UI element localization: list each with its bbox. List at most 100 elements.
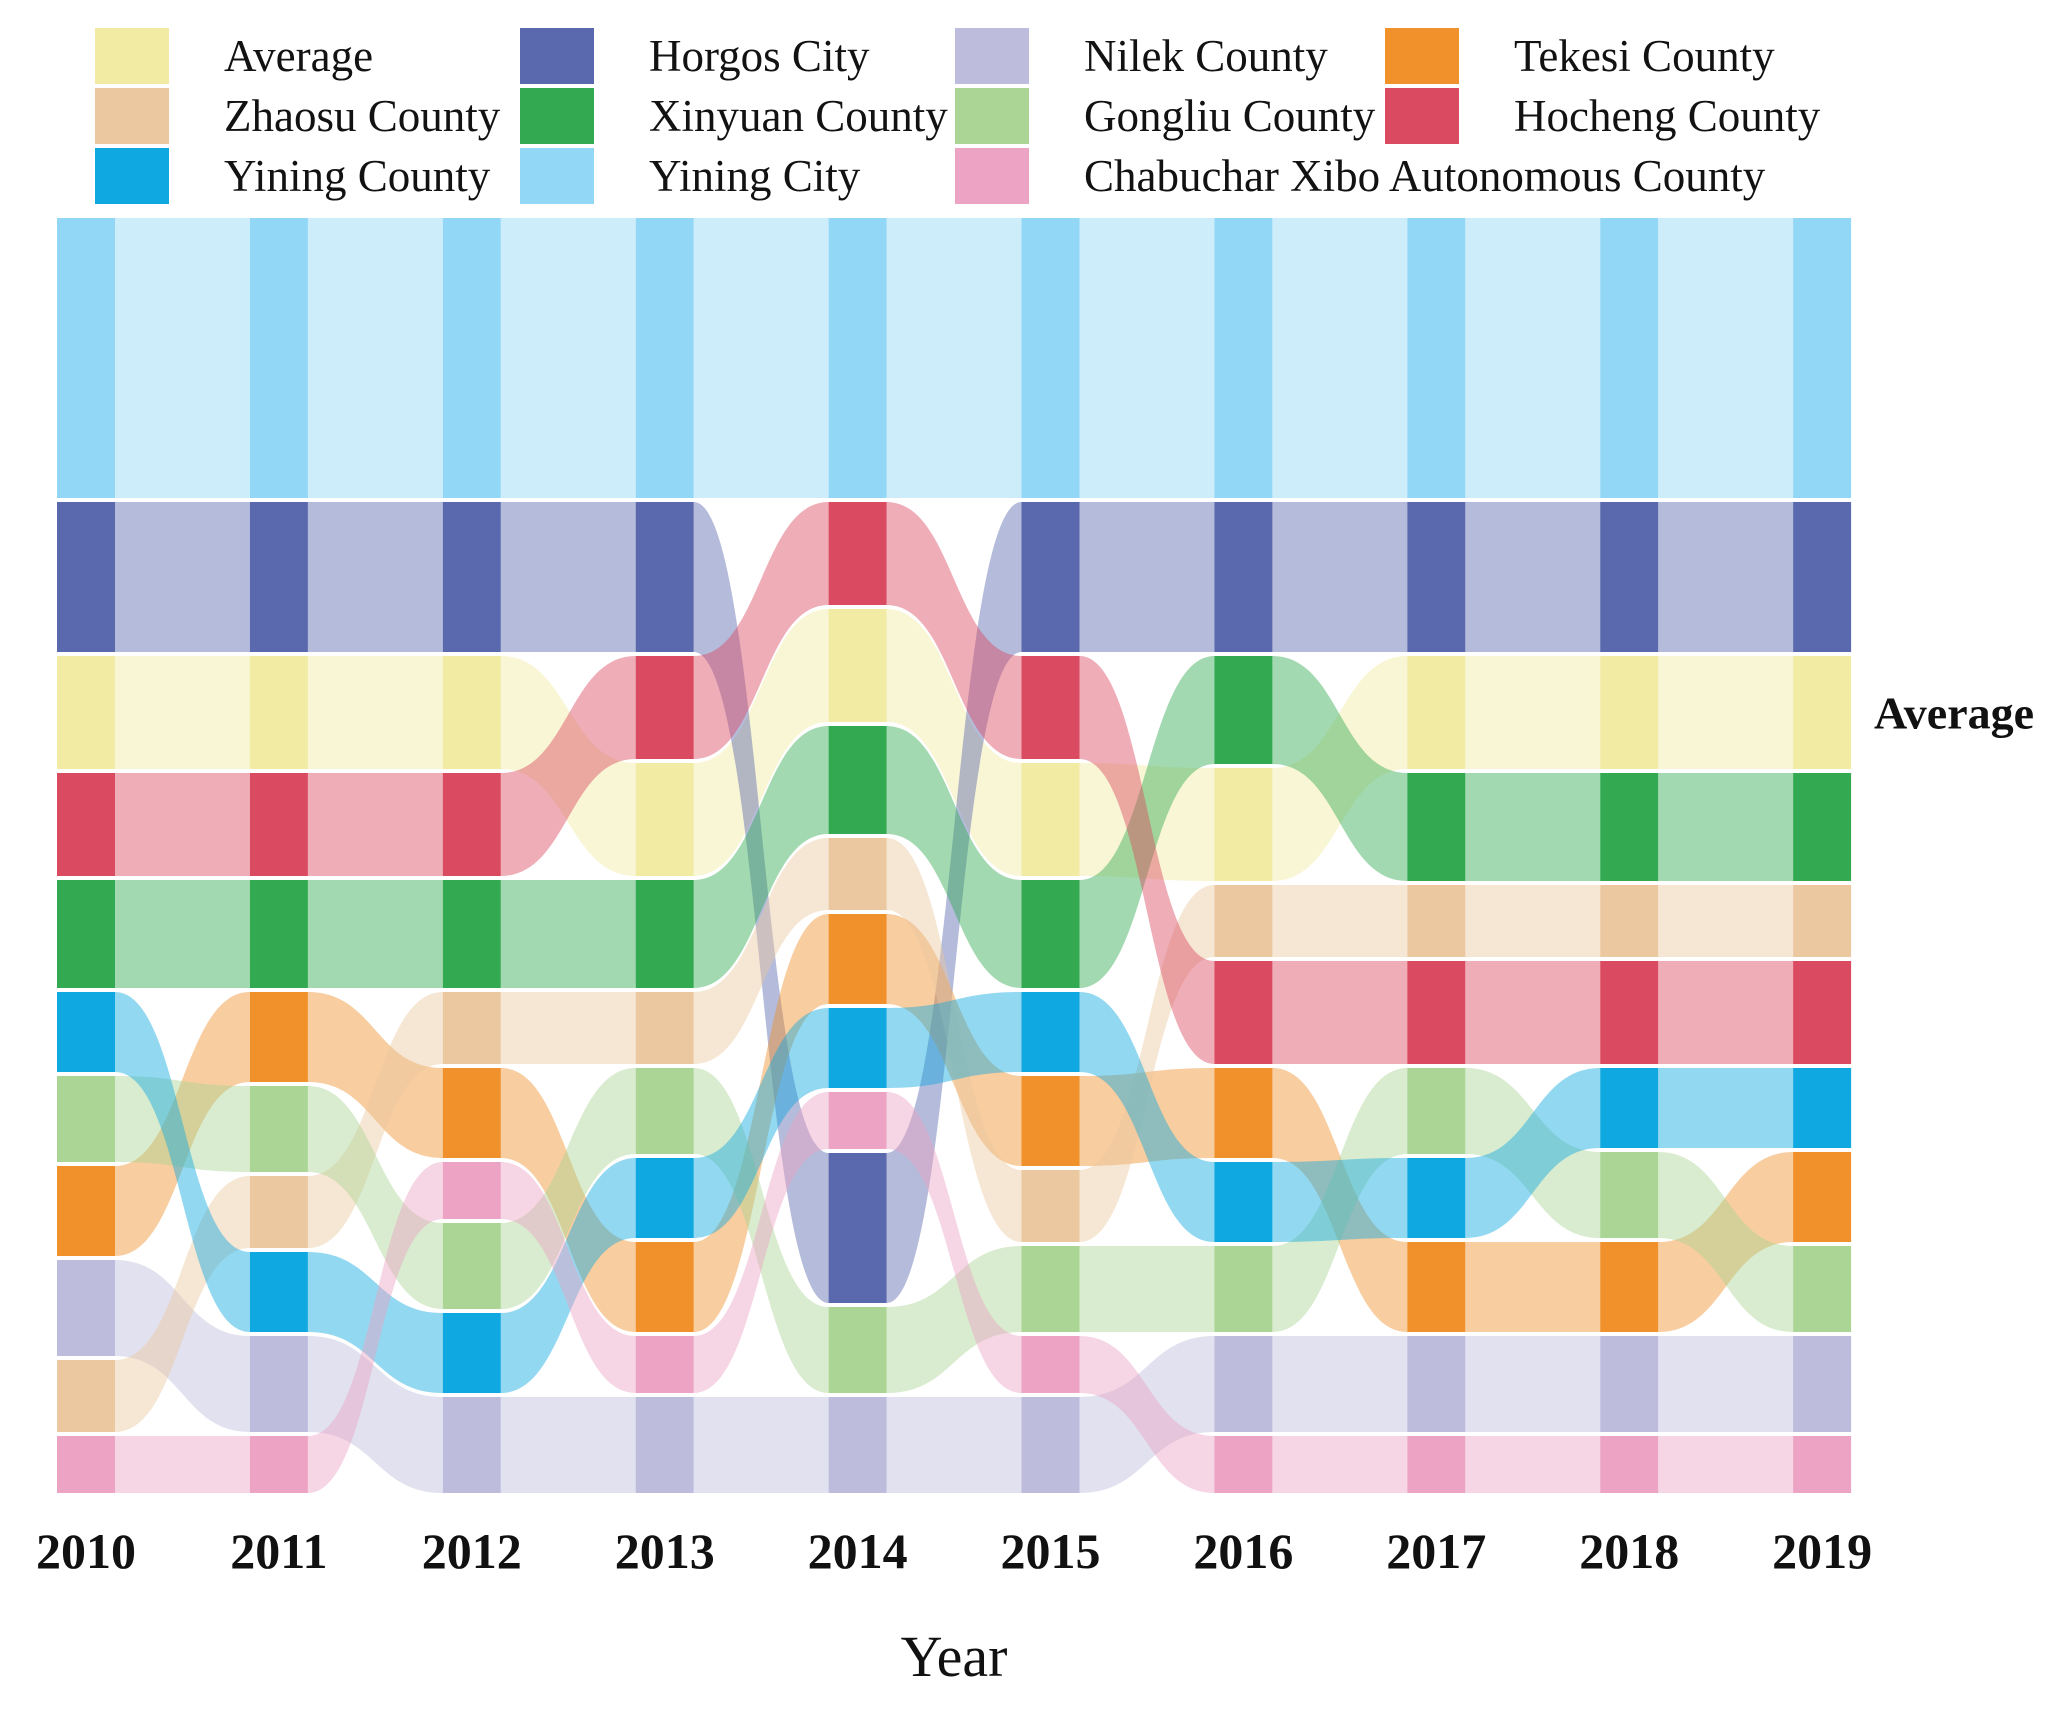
node-2013-nilek-county — [635, 1397, 694, 1493]
ribbon-tekesi-county-2011 — [307, 992, 443, 1158]
node-2015-zhaosu-county — [1021, 1170, 1080, 1242]
node-2012-tekesi-county — [442, 1068, 501, 1158]
ribbon-yining-county-2016 — [1272, 1158, 1408, 1242]
ribbon-xinyuan-county-2012 — [500, 880, 636, 988]
ribbon-hocheng-county-2015 — [1079, 656, 1215, 1064]
legend-item-average: Average — [95, 28, 373, 84]
ribbon-nilek-county-2014 — [886, 1397, 1022, 1493]
right-average-label: Average — [1874, 688, 2034, 739]
node-2012-xinyuan-county — [442, 880, 501, 988]
node-2017-gongliu-county — [1407, 1068, 1466, 1154]
node-2010-zhaosu-county — [57, 1360, 115, 1432]
ribbon-yining-city-2010 — [115, 218, 250, 498]
node-2010-yining-city — [57, 218, 115, 498]
ribbon-tekesi-county-2016 — [1272, 1068, 1408, 1332]
x-tick-label-2016: 2016 — [1193, 1523, 1293, 1579]
ribbon-xinyuan-county-2011 — [307, 880, 443, 988]
x-tick-label-2019: 2019 — [1772, 1523, 1872, 1579]
node-2017-tekesi-county — [1407, 1242, 1466, 1332]
ribbon-xinyuan-county-2014 — [886, 726, 1022, 988]
node-2018-hocheng-county — [1600, 961, 1659, 1064]
node-2012-chabuchar-xibo-autonomous-county — [442, 1162, 501, 1219]
node-2014-tekesi-county — [828, 914, 887, 1004]
node-2016-nilek-county — [1214, 1336, 1273, 1432]
node-2019-horgos-city — [1793, 502, 1852, 652]
node-2011-tekesi-county — [249, 992, 308, 1082]
node-2014-hocheng-county — [828, 502, 887, 605]
node-2013-chabuchar-xibo-autonomous-county — [635, 1336, 694, 1393]
ribbon-tekesi-county-2010 — [115, 992, 250, 1256]
node-2015-nilek-county — [1021, 1397, 1080, 1493]
legend-label-yining-city: Yining City — [649, 151, 861, 201]
node-2012-nilek-county — [442, 1397, 501, 1493]
legend-swatch-gongliu-county — [955, 88, 1029, 144]
ribbon-gongliu-county-2012 — [500, 1068, 636, 1309]
legend-item-gongliu-county: Gongliu County — [955, 88, 1375, 144]
node-2011-xinyuan-county — [249, 880, 308, 988]
ribbon-average-2011 — [307, 656, 443, 769]
ribbon-average-2015 — [1079, 763, 1215, 881]
legend-item-chabuchar-xibo-autonomous-county: Chabuchar Xibo Autonomous County — [955, 148, 1765, 204]
ribbon-horgos-city-2013 — [693, 502, 829, 1303]
ribbon-gongliu-county-2015 — [1079, 1246, 1215, 1332]
legend-label-hocheng-county: Hocheng County — [1514, 91, 1821, 141]
node-2011-zhaosu-county — [249, 1176, 308, 1248]
legend-swatch-yining-city — [520, 148, 594, 204]
node-2012-yining-county — [442, 1313, 501, 1393]
ribbon-zhaosu-county-2013 — [693, 838, 829, 1064]
node-2019-yining-city — [1793, 218, 1852, 498]
node-2018-horgos-city — [1600, 502, 1659, 652]
legend-swatch-yining-county — [95, 148, 169, 204]
node-2014-nilek-county — [828, 1397, 887, 1493]
legend-label-gongliu-county: Gongliu County — [1084, 91, 1376, 141]
ribbon-horgos-city-2010 — [115, 502, 250, 652]
ribbon-xinyuan-county-2016 — [1272, 656, 1408, 881]
legend-swatch-chabuchar-xibo-autonomous-county — [955, 148, 1029, 204]
ribbon-chabuchar-xibo-autonomous-county-2010 — [115, 1436, 250, 1493]
x-tick-label-2018: 2018 — [1579, 1523, 1679, 1579]
ribbon-zhaosu-county-2018 — [1658, 885, 1794, 957]
node-2018-zhaosu-county — [1600, 885, 1659, 957]
ribbon-horgos-city-2017 — [1465, 502, 1601, 652]
ribbon-tekesi-county-2018 — [1658, 1152, 1794, 1332]
x-tick-label-2017: 2017 — [1386, 1523, 1486, 1579]
ribbon-yining-county-2014 — [886, 992, 1022, 1088]
node-2018-tekesi-county — [1600, 1242, 1659, 1332]
node-2016-zhaosu-county — [1214, 885, 1273, 957]
node-2014-yining-city — [828, 218, 887, 498]
ribbon-nilek-county-2016 — [1272, 1336, 1408, 1432]
legend-label-average: Average — [224, 31, 374, 81]
node-2016-tekesi-county — [1214, 1068, 1273, 1158]
ribbon-yining-city-2011 — [307, 218, 443, 498]
ribbon-tekesi-county-2017 — [1465, 1242, 1601, 1332]
ribbon-nilek-county-2015 — [1079, 1336, 1215, 1493]
node-2015-tekesi-county — [1021, 1076, 1080, 1166]
node-2016-chabuchar-xibo-autonomous-county — [1214, 1436, 1273, 1493]
ribbon-average-2014 — [886, 609, 1022, 876]
node-2015-average — [1021, 763, 1080, 876]
legend-swatch-xinyuan-county — [520, 88, 594, 144]
ribbon-average-2010 — [115, 656, 250, 769]
node-2018-chabuchar-xibo-autonomous-county — [1600, 1436, 1659, 1493]
x-tick-label-2011: 2011 — [230, 1523, 327, 1579]
x-tick-label-2010: 2010 — [36, 1523, 136, 1579]
node-2012-zhaosu-county — [442, 992, 501, 1064]
ribbon-zhaosu-county-2012 — [500, 992, 636, 1064]
ribbon-xinyuan-county-2013 — [693, 726, 829, 988]
legend-item-xinyuan-county: Xinyuan County — [520, 88, 948, 144]
node-2019-tekesi-county — [1793, 1152, 1852, 1242]
legend-label-chabuchar-xibo-autonomous-county: Chabuchar Xibo Autonomous County — [1084, 151, 1766, 201]
legend-label-zhaosu-county: Zhaosu County — [224, 91, 501, 141]
node-2017-horgos-city — [1407, 502, 1466, 652]
node-2012-gongliu-county — [442, 1223, 501, 1309]
node-2010-tekesi-county — [57, 1166, 115, 1256]
ribbon-gongliu-county-2017 — [1465, 1068, 1601, 1238]
ribbon-xinyuan-county-2017 — [1465, 773, 1601, 881]
node-2018-xinyuan-county — [1600, 773, 1659, 881]
node-2013-hocheng-county — [635, 656, 694, 759]
legend-swatch-hocheng-county — [1385, 88, 1459, 144]
node-2019-xinyuan-county — [1793, 773, 1852, 881]
node-2012-average — [442, 656, 501, 769]
node-2013-gongliu-county — [635, 1068, 694, 1154]
node-2015-yining-county — [1021, 992, 1080, 1072]
